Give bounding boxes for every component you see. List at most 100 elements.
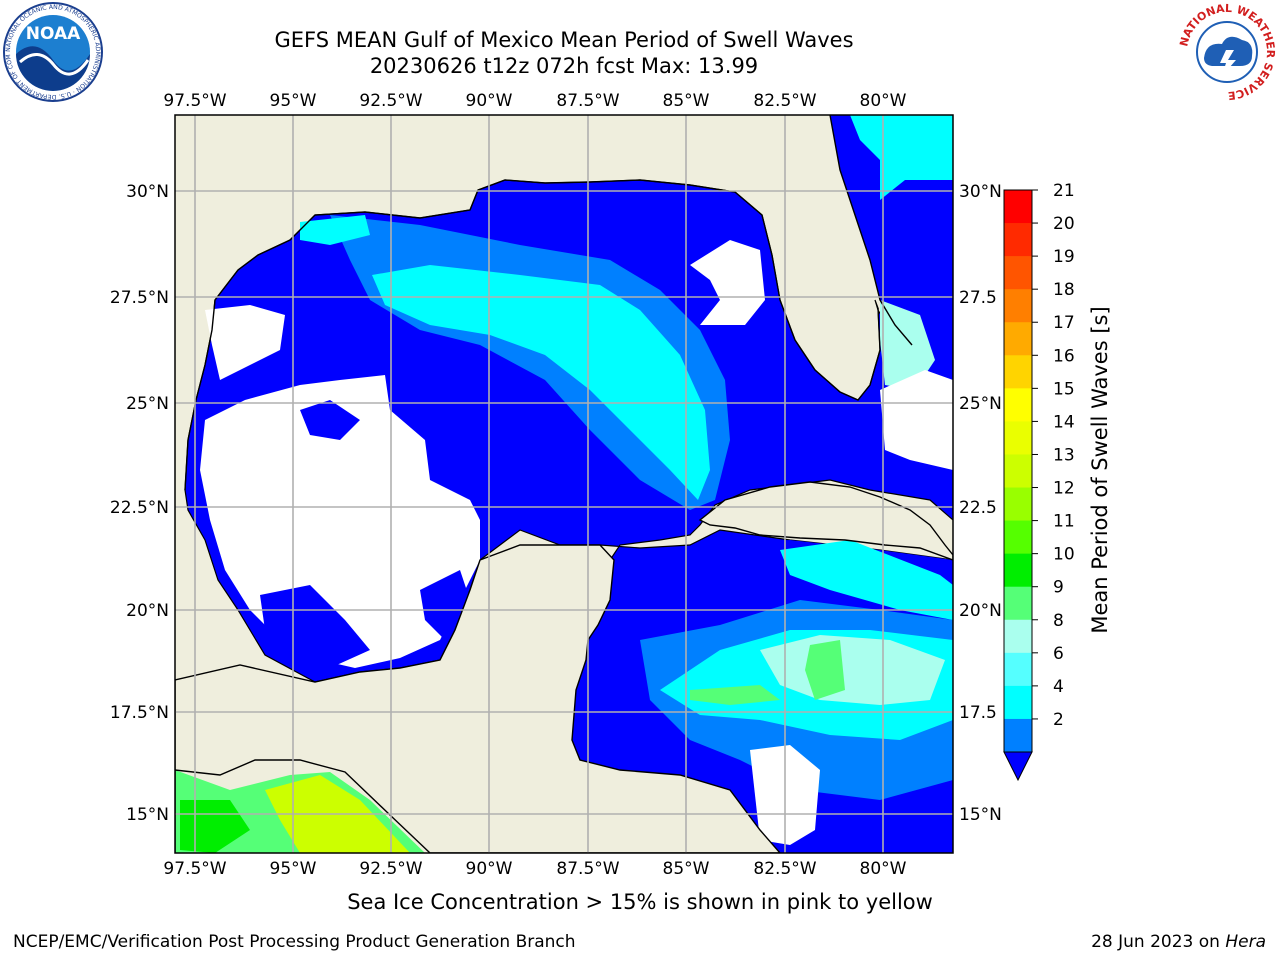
- lat-ticks-right: 30°N 27.5 25°N 22.5 20°N 17.5 15°N: [959, 182, 1002, 825]
- lon-tick-bottom: 85°W: [663, 859, 710, 879]
- nws-logo: NATIONAL WEATHER SERVICE: [1177, 2, 1277, 102]
- us-gulf-coastline: [184, 179, 881, 491]
- lat-ticks-left: 30°N 27.5°N 25°N 22.5°N 20°N 17.5°N 15°N: [110, 182, 169, 825]
- lon-tick-bottom: 90°W: [466, 859, 513, 879]
- colorbar-bin: [1004, 520, 1032, 555]
- no-swell-ne-patch: [690, 240, 765, 325]
- lon-tick-top: 92.5°W: [359, 91, 422, 111]
- colorbar-bin: [1004, 586, 1032, 621]
- colorbar-tick-label: 14: [1053, 412, 1075, 432]
- colorbar-bin: [1004, 190, 1032, 224]
- lat-tick-right: 20°N: [959, 601, 1002, 621]
- florida-east-coastline: [829, 115, 913, 346]
- colorbar-label: Mean Period of Swell Waves [s]: [1088, 306, 1112, 633]
- colorbar-tick-label: 16: [1053, 346, 1075, 366]
- lon-ticks-bottom: 97.5°W 95°W 92.5°W 90°W 87.5°W 85°W 82.5…: [163, 859, 906, 879]
- no-swell-florida-keys: [880, 370, 953, 470]
- no-swell-nw-patch: [205, 305, 285, 380]
- colorbar-tick-label: 17: [1053, 313, 1075, 333]
- colorbar-bin: [1004, 652, 1032, 687]
- map-frame: [174, 114, 954, 854]
- colorbar-tick-label: 4: [1053, 677, 1064, 697]
- noaa-logo-text: NOAA: [26, 24, 81, 44]
- lon-tick-bottom: 95°W: [270, 859, 317, 879]
- lon-tick-bottom: 92.5°W: [359, 859, 422, 879]
- lon-tick-top: 85°W: [663, 91, 710, 111]
- lon-tick-top: 82.5°W: [753, 91, 816, 111]
- credit-date: 28 Jun 2023 on Hera: [1091, 932, 1266, 952]
- colorbar-bin: [1004, 454, 1032, 489]
- map-caption: Sea Ice Concentration > 15% is shown in …: [347, 890, 933, 914]
- colorbar-tick-label: 8: [1053, 611, 1064, 631]
- lon-tick-top: 80°W: [860, 91, 907, 111]
- lon-tick-bottom: 82.5°W: [753, 859, 816, 879]
- lon-ticks-top: 97.5°W 95°W 92.5°W 90°W 87.5°W 85°W 82.5…: [163, 91, 906, 111]
- lat-tick-left: 30°N: [126, 182, 169, 202]
- lat-tick-left: 15°N: [126, 805, 169, 825]
- lon-tick-bottom: 87.5°W: [556, 859, 619, 879]
- cuba-land: [698, 481, 953, 561]
- colorbar-bin: [1004, 223, 1032, 257]
- swell-band-cyan-gulf: [372, 265, 710, 500]
- swell-band-cyan-nw: [300, 215, 370, 245]
- colorbar-bin: [1004, 388, 1032, 422]
- swell-band-light-carib: [760, 635, 945, 705]
- noaa-logo: NATIONAL OCEANIC AND ATMOSPHERIC ADMINIS…: [2, 2, 103, 102]
- colorbar-frame: [1003, 189, 1033, 753]
- colorbar-tick-label: 6: [1053, 644, 1064, 664]
- lat-tick-right: 27.5: [959, 288, 997, 308]
- lon-tick-top: 90°W: [466, 91, 513, 111]
- colorbar-bin: [1004, 685, 1032, 720]
- lat-tick-right: 25°N: [959, 394, 1002, 414]
- map-panel: [175, 115, 953, 853]
- colorbar-tick-label: 20: [1053, 214, 1075, 234]
- lat-tick-right: 17.5: [959, 703, 997, 723]
- swell-band-green-carib: [690, 640, 845, 705]
- colorbar: 21 20 19 18 17 16 15 14 13 12 11 10 9 8 6 4 2: [1003, 181, 1075, 782]
- colorbar-tick-label: 2: [1053, 710, 1064, 730]
- colorbar-bin: [1004, 256, 1032, 290]
- colorbar-tick-label: 21: [1053, 181, 1075, 201]
- colorbar-bin: [1004, 718, 1032, 753]
- colorbar-tick-label: 11: [1053, 512, 1075, 532]
- colorbar-tick-label: 15: [1053, 379, 1075, 399]
- lon-tick-top: 95°W: [270, 91, 317, 111]
- chart-subtitle: 20230626 t12z 072h fcst Max: 13.99: [369, 54, 759, 78]
- lon-tick-bottom: 80°W: [860, 859, 907, 879]
- colorbar-tick-label: 10: [1053, 545, 1075, 565]
- lat-tick-left: 22.5°N: [110, 498, 169, 518]
- colorbar-tick-label: 19: [1053, 247, 1075, 267]
- swell-band-cyan-carib-north: [780, 540, 953, 620]
- credit-org: NCEP/EMC/Verification Post Processing Pr…: [13, 932, 576, 952]
- lat-tick-right: 22.5: [959, 498, 997, 518]
- yucatan-coast: [175, 544, 781, 853]
- colorbar-tick-label: 13: [1053, 445, 1075, 465]
- chart-title: GEFS MEAN Gulf of Mexico Mean Period of …: [274, 28, 854, 52]
- lat-tick-right: 15°N: [959, 805, 1002, 825]
- lon-tick-top: 97.5°W: [163, 91, 226, 111]
- lat-tick-right: 30°N: [959, 182, 1002, 202]
- lon-tick-bottom: 97.5°W: [163, 859, 226, 879]
- colorbar-bin: [1004, 619, 1032, 654]
- colorbar-tick-label: 18: [1053, 280, 1075, 300]
- swell-patch-blue-west: [260, 585, 370, 668]
- atlantic-swell-cyan: [850, 115, 953, 200]
- colorbar-tick-label: 9: [1053, 578, 1064, 598]
- lat-tick-left: 27.5°N: [110, 288, 169, 308]
- map-grid: [175, 115, 953, 853]
- colorbar-bin: [1004, 289, 1032, 323]
- credit-date-text: 28 Jun 2023 on: [1091, 932, 1226, 952]
- lon-tick-top: 87.5°W: [556, 91, 619, 111]
- swell-patch-blue-mid: [300, 400, 470, 640]
- lat-tick-left: 17.5°N: [110, 703, 169, 723]
- credit-host: Hera: [1225, 932, 1266, 952]
- lat-tick-left: 20°N: [126, 601, 169, 621]
- colorbar-tick-label: 12: [1053, 479, 1075, 499]
- colorbar-bin: [1004, 322, 1032, 356]
- lat-tick-left: 25°N: [126, 394, 169, 414]
- colorbar-bin: [1004, 487, 1032, 522]
- colorbar-bin: [1004, 553, 1032, 588]
- colorbar-under-extension: [1003, 751, 1033, 782]
- colorbar-bin: [1004, 421, 1032, 455]
